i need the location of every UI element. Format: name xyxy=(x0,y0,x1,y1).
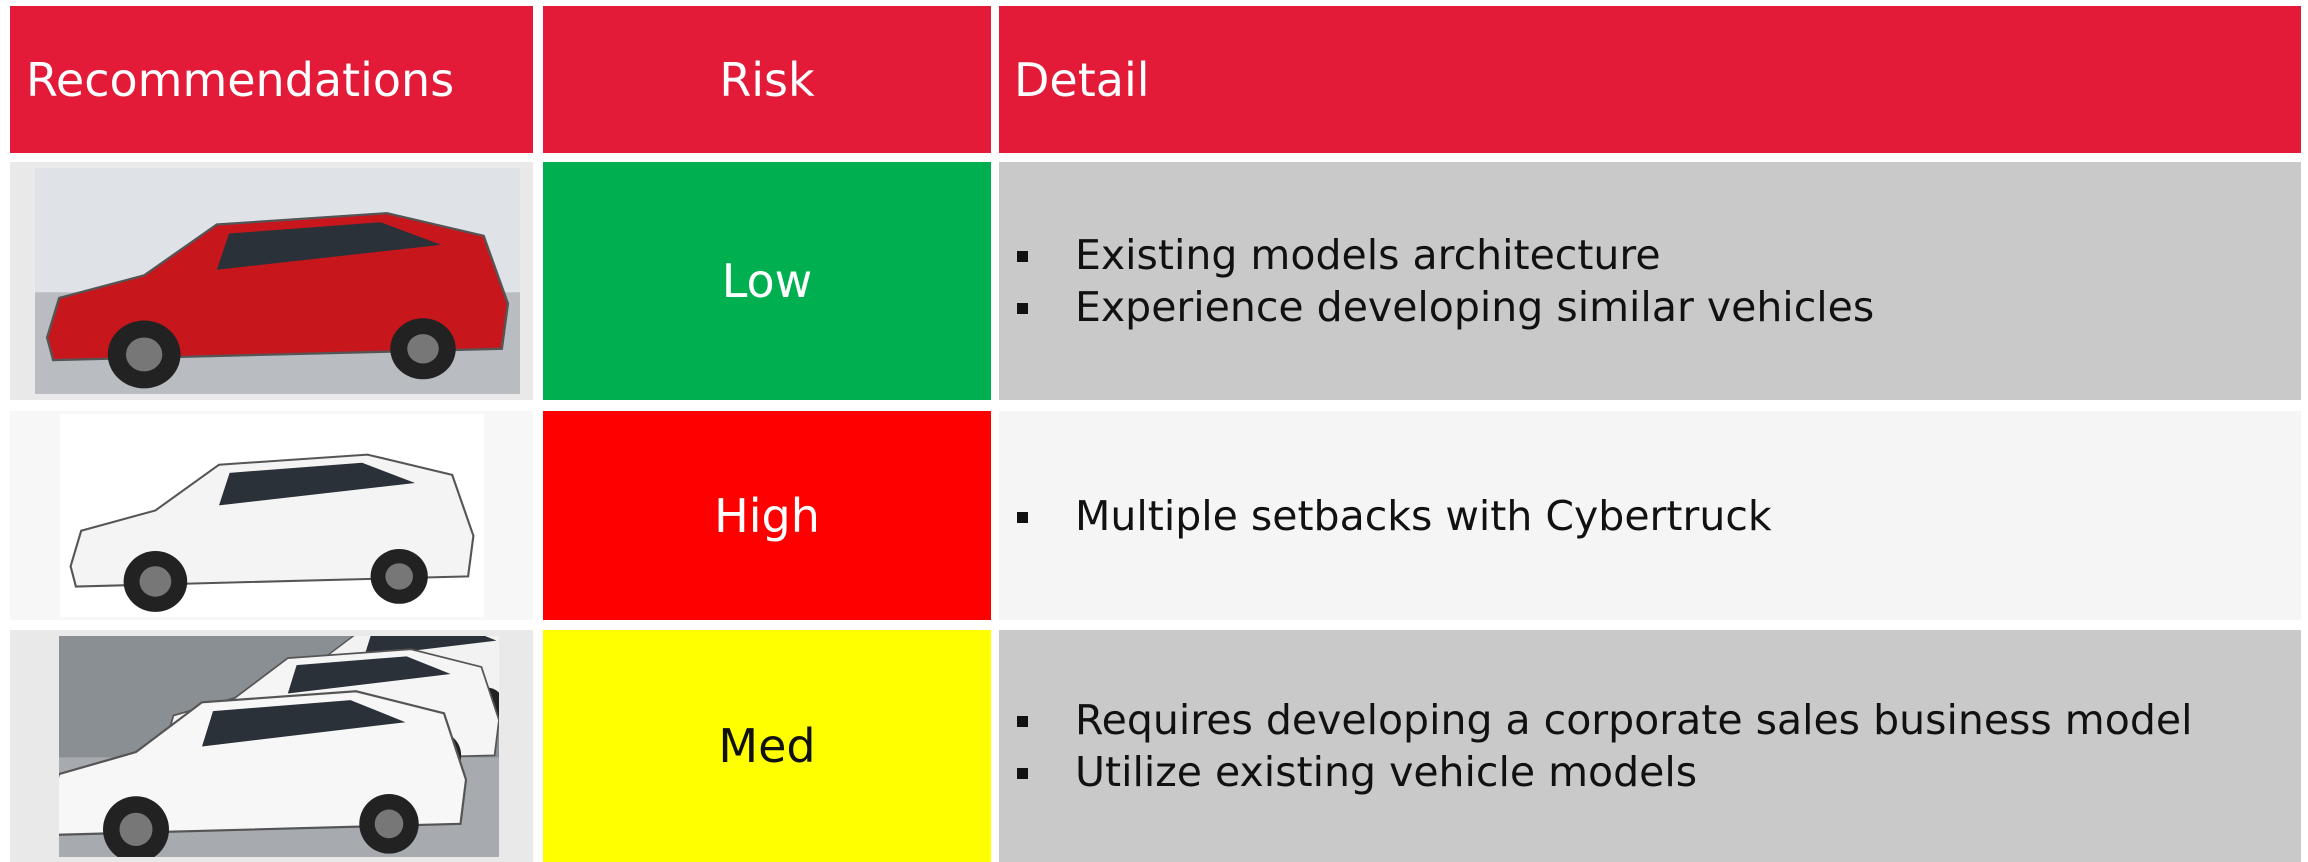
risk-cell: Med xyxy=(543,630,991,862)
detail-bullet: Utilize existing vehicle models xyxy=(999,746,2301,798)
detail-cell: Requires developing a corporate sales bu… xyxy=(999,630,2301,862)
header-cell: Risk xyxy=(543,6,991,153)
detail-cell: Existing models architecture Experience d… xyxy=(999,162,2301,400)
detail-bullet: Multiple setbacks with Cybertruck xyxy=(999,490,2301,542)
detail-bullet: Requires developing a corporate sales bu… xyxy=(999,694,2301,746)
vehicle-photo xyxy=(59,636,499,857)
vehicle-photo xyxy=(60,414,484,617)
header-cell: Detail xyxy=(999,6,2301,153)
header-cell: Recommendations xyxy=(10,6,533,153)
detail-cell: Multiple setbacks with Cybertruck xyxy=(999,411,2301,620)
risk-cell: High xyxy=(543,411,991,620)
detail-bullet: Experience developing similar vehicles xyxy=(999,281,2301,333)
vehicle-photo xyxy=(35,168,520,394)
risk-cell: Low xyxy=(543,162,991,400)
detail-bullet: Existing models architecture xyxy=(999,229,2301,281)
